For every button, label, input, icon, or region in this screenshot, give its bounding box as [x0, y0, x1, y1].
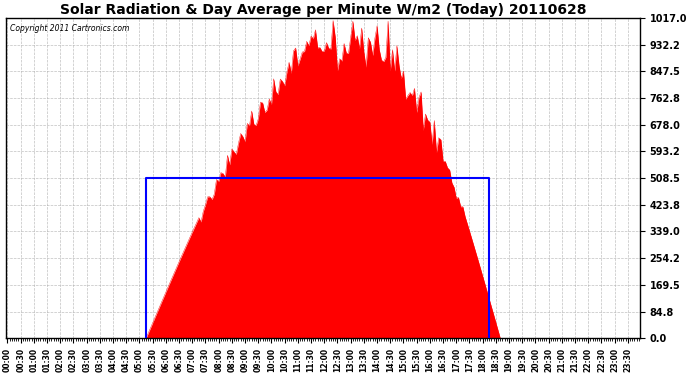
Text: Copyright 2011 Cartronics.com: Copyright 2011 Cartronics.com — [10, 24, 129, 33]
Title: Solar Radiation & Day Average per Minute W/m2 (Today) 20110628: Solar Radiation & Day Average per Minute… — [60, 3, 586, 17]
